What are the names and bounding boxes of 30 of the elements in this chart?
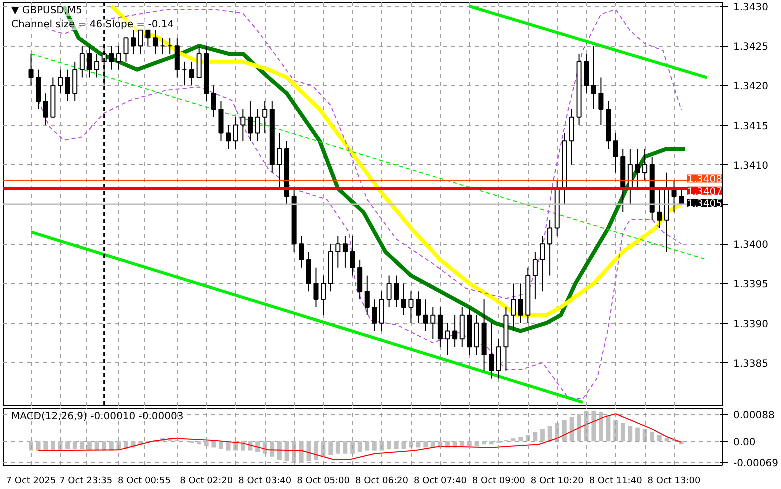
y-tick-label: 0.00: [734, 438, 756, 449]
y-tick-label: -0.00069: [734, 458, 778, 470]
y-tick-label: 1.3420: [734, 82, 768, 93]
text: Channel size = 46 Slope = -0.14: [12, 20, 174, 30]
y-tick-label: 1.3415: [734, 121, 768, 132]
x-tick-label: 8 Oct 10:20: [530, 476, 584, 486]
ref-line-label: 1.3407: [688, 186, 723, 198]
x-tick-label: 8 Oct 03:40: [238, 476, 292, 486]
x-tick-label: 8 Oct 00:55: [118, 476, 172, 486]
y-tick-label: 1.3430: [734, 2, 768, 14]
x-tick-label: 8 Oct 11:40: [589, 476, 643, 486]
x-tick-label: 8 Oct 09:00: [472, 476, 526, 486]
x-tick-label: 8 Oct 05:00: [297, 476, 350, 486]
x-tick-label: 8 Oct 07:40: [414, 476, 468, 486]
x-tick-label: 8 Oct 13:00: [648, 476, 702, 486]
x-tick-label: 7 Oct 23:35: [60, 476, 113, 486]
y-tick-label: 1.3390: [734, 319, 768, 330]
y-tick-label: 1.3400: [734, 240, 768, 252]
y-tick-label: 1.3395: [734, 280, 768, 291]
y-tick-label: 0.00088: [734, 410, 775, 422]
y-tick-label: 1.3410: [734, 160, 768, 172]
y-tick-label: 1.3425: [734, 42, 768, 54]
chart-title: MACD(12,26,9) -0.00010 -0.00003: [12, 412, 184, 422]
x-tick-label: 8 Oct 02:20: [180, 476, 234, 486]
ref-line-label: 1.3408: [688, 174, 723, 186]
x-tick-label: 7 Oct 2025: [6, 476, 56, 486]
chart-title: ▼ GBPUSD,M5: [12, 6, 83, 16]
x-tick-label: 8 Oct 06:20: [356, 476, 409, 486]
y-tick-label: 1.3385: [734, 358, 768, 370]
ref-line-label: 1.3405: [688, 198, 723, 210]
